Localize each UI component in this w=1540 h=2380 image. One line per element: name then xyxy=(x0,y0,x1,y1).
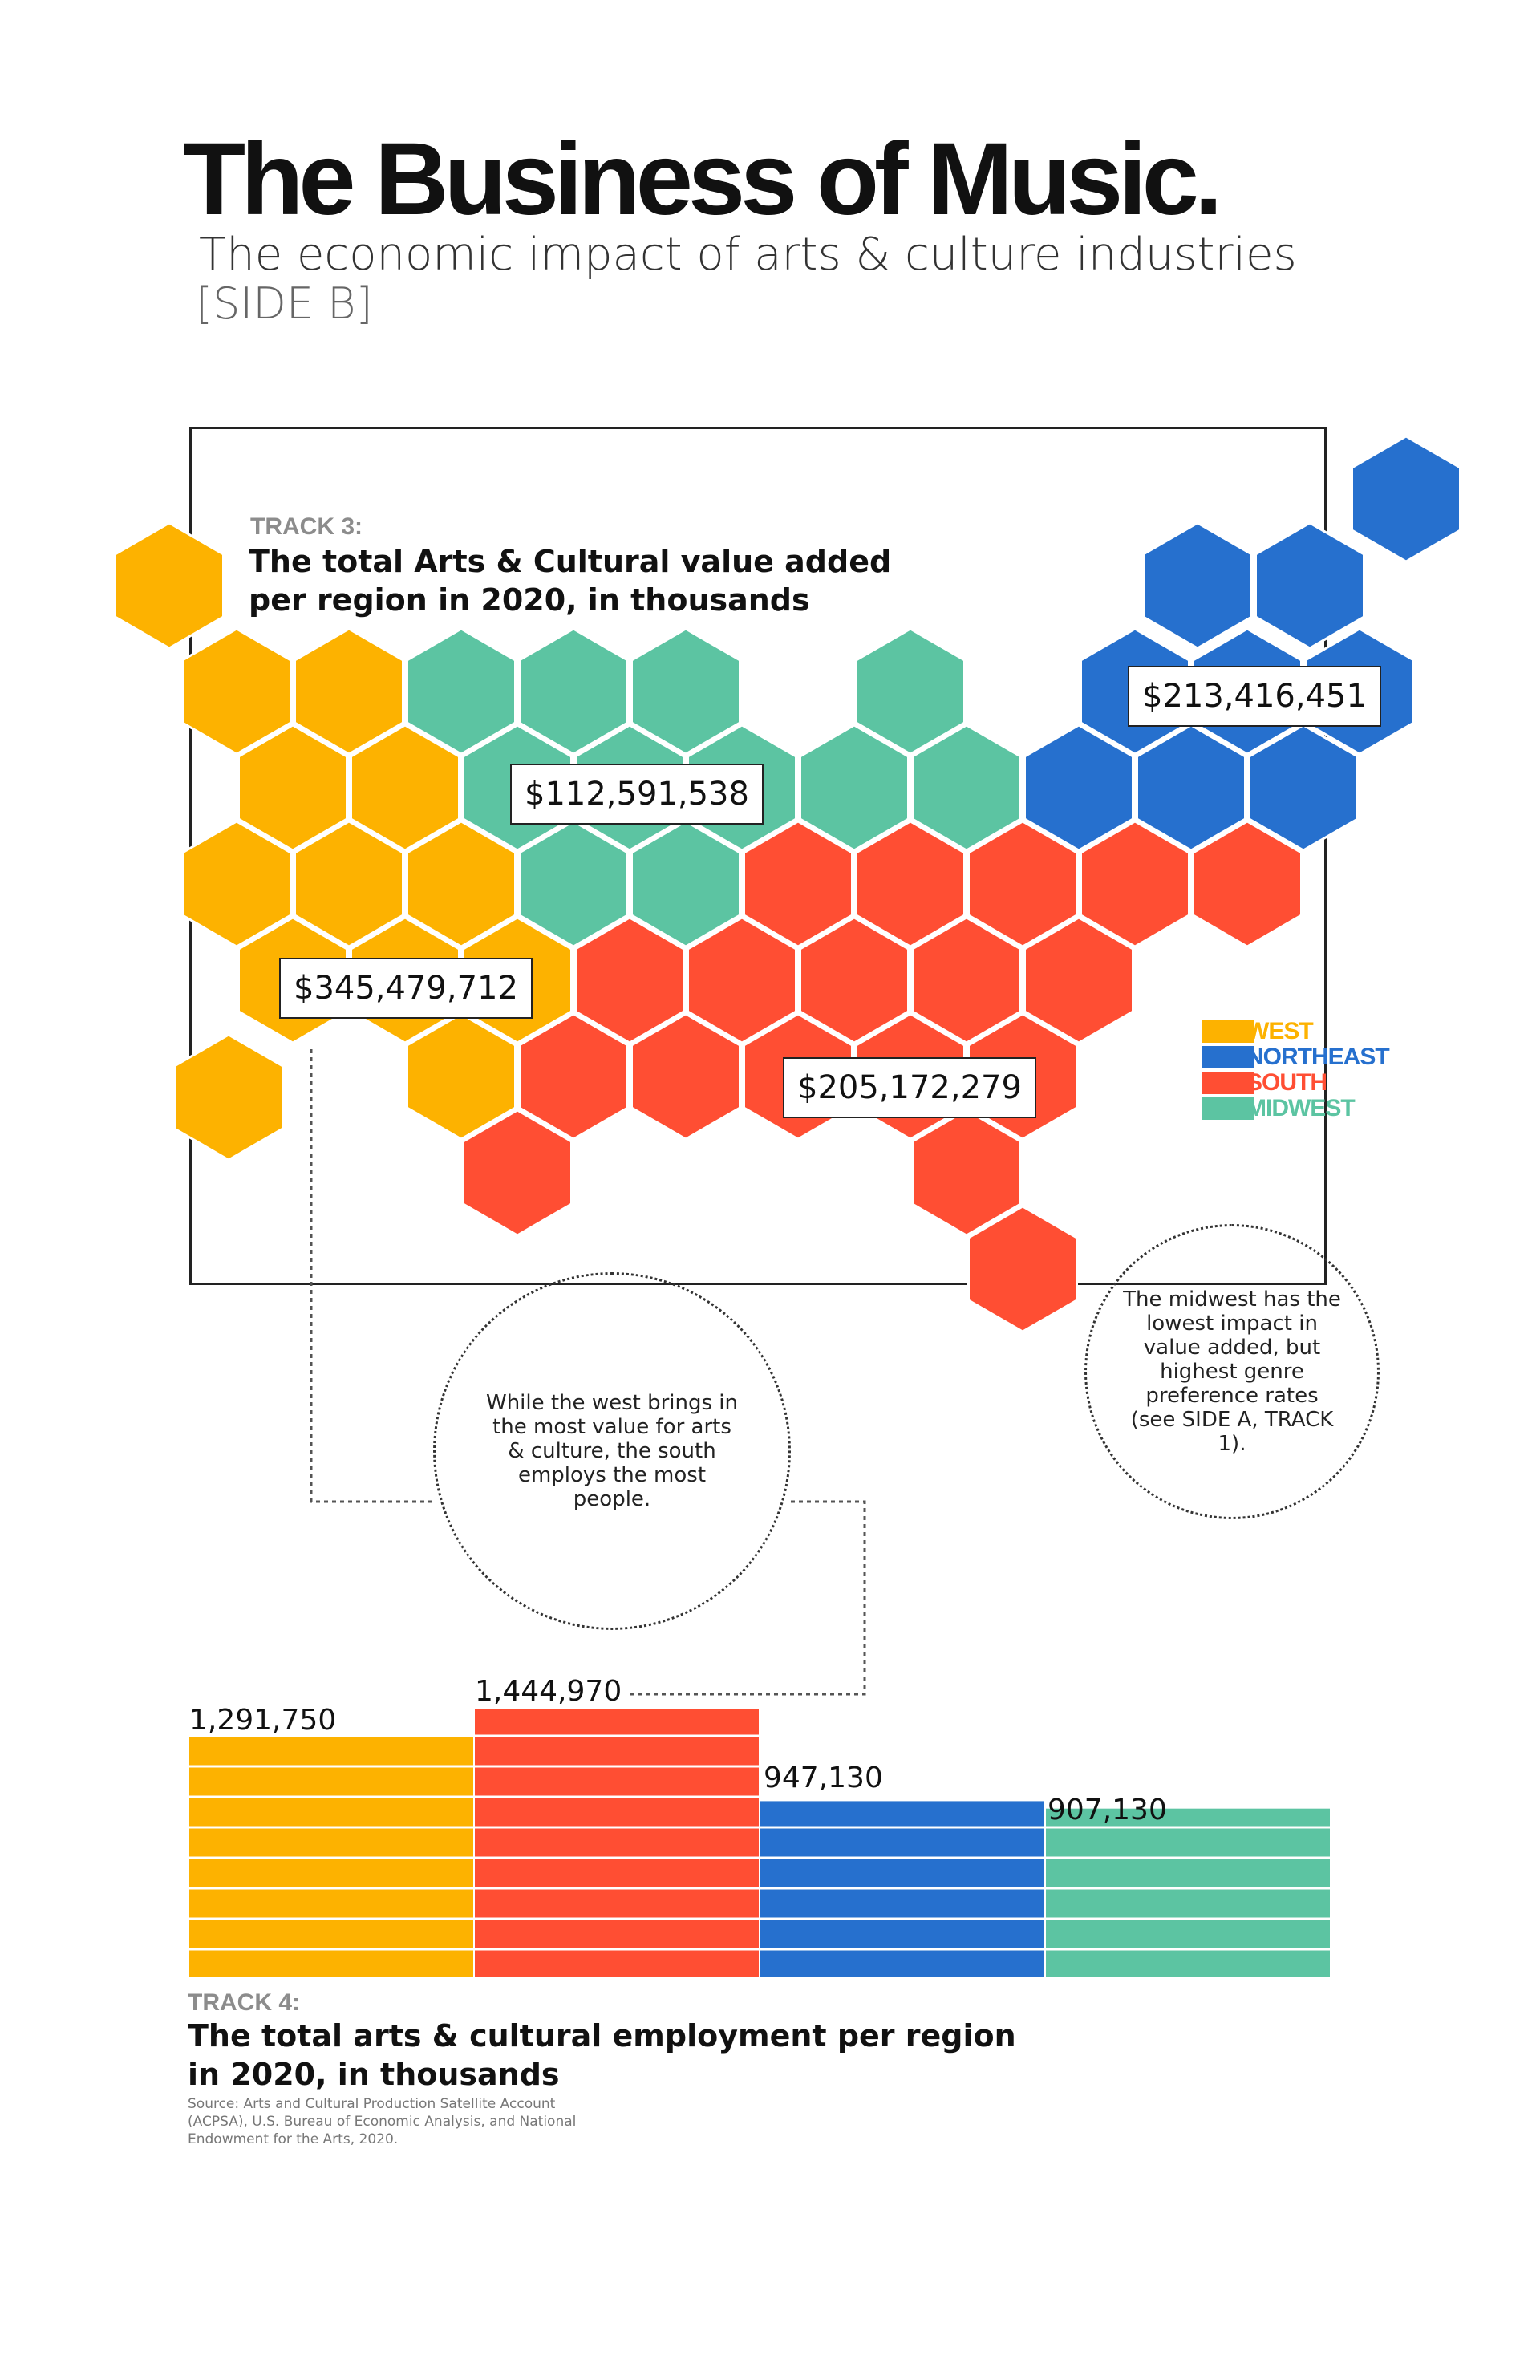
hex-south-49 xyxy=(911,1109,1022,1237)
track3-number: TRACK 3: xyxy=(250,513,363,540)
legend-label-south: SOUTH xyxy=(1246,1069,1327,1096)
hex-midwest-18 xyxy=(799,724,910,852)
legend-item-west: WEST xyxy=(1202,1018,1389,1044)
track4-title-line1: The total arts & cultural employment per… xyxy=(188,2018,1016,2054)
hex-south-44 xyxy=(630,1012,741,1141)
hex-west-13 xyxy=(237,724,348,852)
hex-south-28 xyxy=(743,820,853,948)
legend-swatch-south xyxy=(1202,1072,1254,1094)
value-label-south: $205,172,279 xyxy=(783,1057,1036,1118)
hex-south-43 xyxy=(518,1012,629,1141)
note-midwest: The midwest has the lowest impact in val… xyxy=(1084,1224,1380,1519)
hex-midwest-8 xyxy=(630,627,741,756)
legend-label-northeast: NORTHEAST xyxy=(1246,1044,1390,1070)
bar-west xyxy=(189,1737,473,1977)
value-label-northeast: $213,416,451 xyxy=(1128,666,1381,727)
hex-midwest-6 xyxy=(406,627,517,756)
connector-west-note xyxy=(310,1049,433,1503)
hex-west-25 xyxy=(406,820,517,948)
value-label-midwest: $112,591,538 xyxy=(510,764,764,825)
legend-item-northeast: NORTHEAST xyxy=(1202,1044,1390,1070)
hex-northeast-20 xyxy=(1023,724,1134,852)
hex-west-41 xyxy=(173,1033,284,1162)
hex-south-37 xyxy=(687,916,797,1044)
hex-west-23 xyxy=(181,820,292,948)
hex-south-29 xyxy=(855,820,966,948)
legend-item-south: SOUTH xyxy=(1202,1069,1389,1096)
track3-title-line1: The total Arts & Cultural value added xyxy=(249,544,892,579)
legend: WEST NORTHEAST SOUTH MIDWEST xyxy=(1202,1018,1390,1121)
bar-south xyxy=(475,1709,759,1977)
hex-west-42 xyxy=(406,1012,517,1141)
legend-swatch-northeast xyxy=(1202,1046,1254,1068)
hex-south-31 xyxy=(1080,820,1190,948)
hex-northeast-22 xyxy=(1248,724,1359,852)
hex-midwest-27 xyxy=(630,820,741,948)
hex-northeast-0 xyxy=(1351,435,1461,563)
hex-south-38 xyxy=(799,916,910,1044)
hex-west-24 xyxy=(294,820,404,948)
bar-rect-midwest xyxy=(1046,1808,1330,1977)
hex-midwest-9 xyxy=(855,627,966,756)
note-west-south-text: While the west brings in the most value … xyxy=(485,1391,738,1511)
hex-midwest-19 xyxy=(911,724,1022,852)
bar-value-label-south: 1,444,970 xyxy=(475,1675,622,1708)
bar-northeast xyxy=(760,1801,1044,1977)
note-midwest-text: The midwest has the lowest impact in val… xyxy=(1123,1287,1341,1456)
bar-midwest xyxy=(1046,1808,1330,1977)
source-note: Source: Arts and Cultural Production Sat… xyxy=(188,2096,577,2147)
hex-south-40 xyxy=(1023,916,1134,1044)
page-title: The Business of Music. xyxy=(183,122,1222,237)
hex-south-50 xyxy=(967,1205,1078,1333)
legend-label-west: WEST xyxy=(1246,1018,1314,1044)
bar-value-label-northeast: 947,130 xyxy=(764,1762,883,1794)
hex-south-30 xyxy=(967,820,1078,948)
note-west-south: While the west brings in the most value … xyxy=(433,1272,791,1630)
value-label-west: $345,479,712 xyxy=(279,958,533,1019)
track3-title-line2: per region in 2020, in thousands xyxy=(249,582,810,618)
hex-west-1 xyxy=(114,521,225,650)
page-subtitle: The economic impact of arts & culture in… xyxy=(199,229,1297,281)
hex-midwest-26 xyxy=(518,820,629,948)
hex-south-32 xyxy=(1192,820,1303,948)
track4-title-line2: in 2020, in thousands xyxy=(188,2057,560,2092)
track4-number: TRACK 4: xyxy=(188,1989,300,2016)
hex-northeast-21 xyxy=(1136,724,1246,852)
hex-midwest-7 xyxy=(518,627,629,756)
side-label: [SIDE B] xyxy=(196,278,373,329)
legend-swatch-midwest xyxy=(1202,1097,1254,1120)
hex-west-14 xyxy=(350,724,460,852)
hex-south-36 xyxy=(574,916,685,1044)
legend-swatch-west xyxy=(1202,1020,1254,1043)
bar-value-label-west: 1,291,750 xyxy=(189,1704,337,1737)
hex-west-4 xyxy=(181,627,292,756)
legend-label-midwest: MIDWEST xyxy=(1246,1095,1356,1121)
hex-west-5 xyxy=(294,627,404,756)
hex-south-48 xyxy=(462,1109,573,1237)
legend-item-midwest: MIDWEST xyxy=(1202,1095,1389,1121)
hex-south-39 xyxy=(911,916,1022,1044)
hex-northeast-3 xyxy=(1254,521,1365,650)
hex-northeast-2 xyxy=(1142,521,1253,650)
bar-value-label-midwest: 907,130 xyxy=(1048,1794,1167,1827)
bar-rect-south xyxy=(475,1709,759,1977)
connector-note-south-bar xyxy=(626,1500,866,1696)
